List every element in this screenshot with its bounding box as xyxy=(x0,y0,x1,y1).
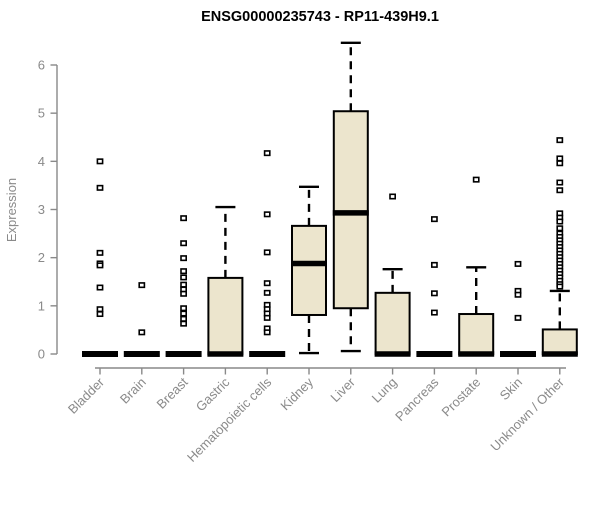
outlier-point xyxy=(556,218,564,225)
boxplot-breast xyxy=(165,215,202,357)
outlier-point xyxy=(263,280,271,287)
outlier-point xyxy=(180,215,187,222)
x-category-label: Bladder xyxy=(65,374,108,417)
outlier-point xyxy=(96,311,104,318)
outlier-point xyxy=(514,314,522,321)
boxplot-pancreas xyxy=(416,216,453,357)
y-tick-label: 2 xyxy=(38,250,45,265)
outlier-point xyxy=(263,249,271,256)
boxplot-unknown-other xyxy=(541,137,578,357)
outlier-point xyxy=(180,274,187,281)
boxplot-gastric xyxy=(207,205,244,357)
outlier-point xyxy=(389,193,396,200)
box xyxy=(374,291,411,356)
box xyxy=(332,110,369,310)
outlier-point xyxy=(514,260,522,267)
outlier-point xyxy=(180,240,187,247)
outlier-point xyxy=(514,291,522,298)
y-tick-label: 3 xyxy=(38,202,45,217)
x-category-label: Prostate xyxy=(438,375,483,420)
median-line xyxy=(123,351,160,357)
outlier-point xyxy=(180,290,187,297)
boxplot-liver xyxy=(332,41,369,353)
boxplot-skin xyxy=(500,260,536,357)
outlier-point xyxy=(180,315,187,322)
outlier-point xyxy=(180,255,187,262)
outlier-point xyxy=(96,184,104,191)
x-category-label: Pancreas xyxy=(392,374,442,424)
y-tick-label: 0 xyxy=(38,347,45,362)
outlier-point xyxy=(180,310,187,317)
outlier-point xyxy=(556,225,564,232)
outlier-point xyxy=(180,305,187,312)
x-category-label: Gastric xyxy=(193,374,233,414)
outlier-point xyxy=(138,329,146,336)
outlier-point xyxy=(556,179,564,186)
y-tick-label: 6 xyxy=(38,58,45,73)
x-category-label: Unknown / Other xyxy=(487,374,567,454)
y-tick-label: 5 xyxy=(38,106,45,121)
outlier-point xyxy=(96,284,104,291)
outlier-point xyxy=(138,282,146,289)
outlier-point xyxy=(263,314,271,321)
boxplot-hematopoietic-cells xyxy=(249,150,286,357)
x-category-label: Brain xyxy=(117,375,149,407)
outlier-point xyxy=(430,309,438,316)
outlier-point xyxy=(263,289,271,296)
outlier-point xyxy=(556,187,564,194)
x-category-label: Skin xyxy=(497,375,525,403)
boxplot-prostate xyxy=(458,176,495,357)
outlier-point xyxy=(556,155,564,162)
box xyxy=(291,224,327,316)
median-line xyxy=(500,351,536,357)
boxplot-brain xyxy=(123,282,160,357)
boxplot-bladder xyxy=(82,158,118,357)
y-tick-label: 4 xyxy=(38,154,45,169)
outlier-point xyxy=(180,281,187,288)
box xyxy=(541,328,578,355)
outlier-point xyxy=(180,268,187,275)
y-tick-label: 1 xyxy=(38,298,45,313)
x-category-label: Breast xyxy=(154,374,191,411)
outlier-point xyxy=(263,329,271,336)
chart-title: ENSG00000235743 - RP11-439H9.1 xyxy=(201,9,439,25)
outlier-point xyxy=(556,160,564,167)
median-line xyxy=(165,351,202,357)
outlier-point xyxy=(556,283,564,290)
outlier-point xyxy=(96,249,104,256)
outlier-point xyxy=(263,150,271,157)
median-line xyxy=(249,351,286,357)
outlier-point xyxy=(96,306,104,313)
boxplot-lung xyxy=(374,193,411,357)
x-category-label: Kidney xyxy=(277,374,316,413)
median-line xyxy=(82,351,118,357)
boxplot-kidney xyxy=(291,185,327,355)
outlier-point xyxy=(472,176,480,183)
outlier-point xyxy=(263,211,271,218)
x-category-label: Lung xyxy=(369,375,400,406)
box xyxy=(207,276,244,355)
box xyxy=(458,313,495,355)
outlier-point xyxy=(96,262,104,269)
y-axis-label: Expression xyxy=(4,178,19,242)
outlier-point xyxy=(180,320,187,327)
median-line xyxy=(416,351,453,357)
outlier-point xyxy=(96,158,104,165)
outlier-point xyxy=(556,137,564,144)
outlier-point xyxy=(430,290,438,297)
outlier-point xyxy=(430,261,438,268)
x-category-label: Liver xyxy=(327,374,358,405)
outlier-point xyxy=(430,216,438,223)
